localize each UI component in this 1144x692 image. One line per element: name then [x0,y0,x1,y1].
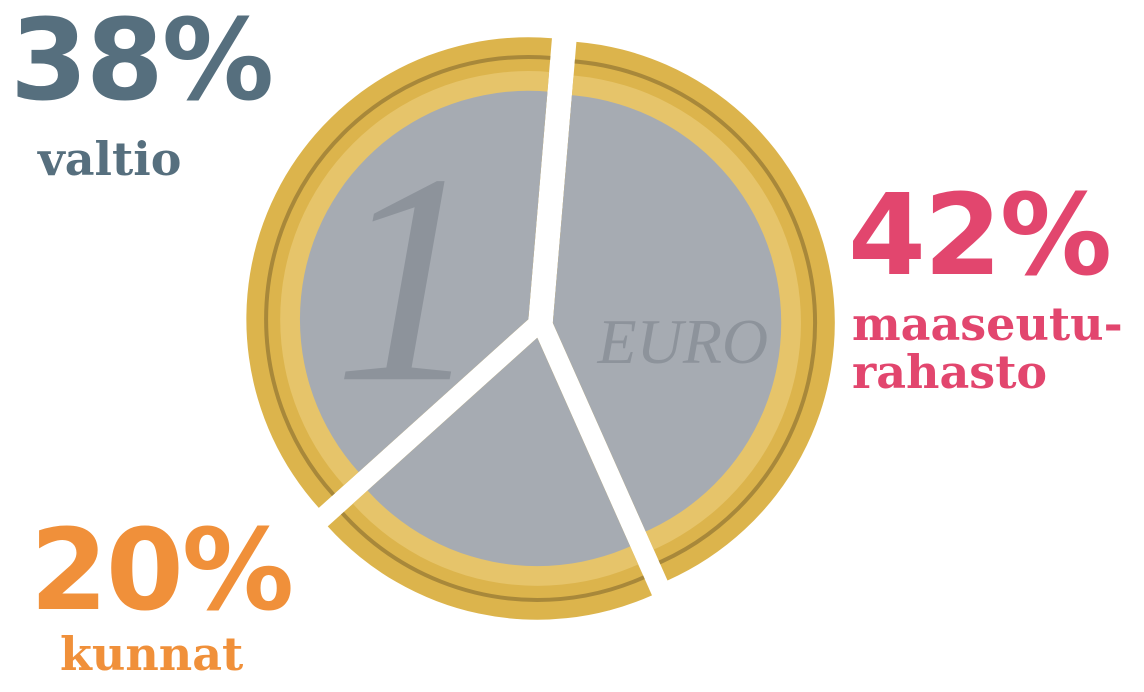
coin-ring [552,58,818,581]
coin-center [552,94,782,552]
coin-ring [327,337,652,602]
coin-ring [264,54,552,508]
coin-text: EURO [597,306,769,377]
value-label: 42% [848,171,1112,301]
category-label: maaseutu- rahasto [852,297,1123,400]
category-label: valtio [38,132,182,186]
category-label: kunnat [60,627,244,681]
coin-numeral: 1 [333,112,483,444]
value-label: 38% [10,0,274,126]
value-label: 20% [30,506,294,636]
